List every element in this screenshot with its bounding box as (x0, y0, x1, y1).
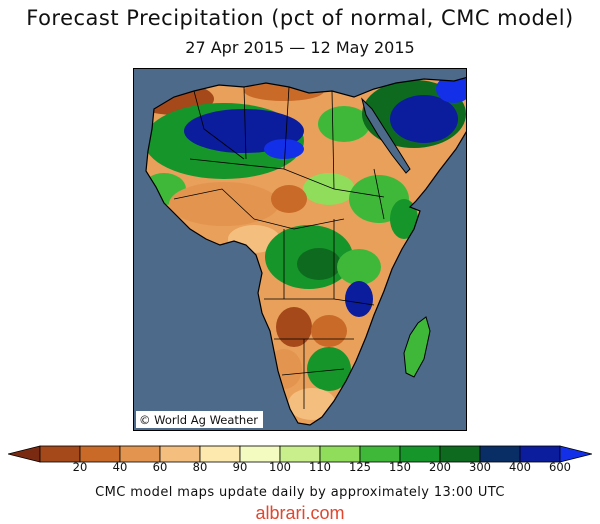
legend-arrow-high (559, 445, 592, 463)
legend-colorbar (8, 445, 592, 463)
legend-tick-label: 100 (269, 460, 291, 474)
legend-tick-label: 90 (232, 460, 248, 474)
legend-tick-label: 80 (192, 460, 208, 474)
legend-tick-label: 60 (152, 460, 168, 474)
africa-precipitation-map: © World Ag Weather (133, 68, 467, 431)
legend-tick-label: 200 (429, 460, 451, 474)
legend-tick-label: 400 (509, 460, 531, 474)
map-credit: © World Ag Weather (136, 411, 264, 428)
legend-tick-label: 40 (112, 460, 128, 474)
site-watermark: albrari.com (255, 503, 345, 523)
legend-tick-label: 125 (349, 460, 371, 474)
legend-tick-label: 110 (309, 460, 331, 474)
coastline (145, 76, 466, 426)
legend-tick-label: 300 (469, 460, 491, 474)
country-borders (173, 86, 385, 409)
legend-tick-label: 150 (389, 460, 411, 474)
map-subtitle: 27 Apr 2015 — 12 May 2015 (185, 38, 415, 57)
madagascar (403, 316, 431, 378)
red-sea (361, 97, 411, 174)
update-note: CMC model maps update daily by approxima… (95, 485, 505, 500)
legend-tick-label: 600 (549, 460, 571, 474)
legend-labels: 20 40 60 80 90 100 110 125 150 200 300 400 600 (0, 460, 600, 476)
map-title: Forecast Precipitation (pct of normal, C… (26, 6, 574, 30)
map-canvas (134, 69, 466, 430)
legend-tick-label: 20 (72, 460, 88, 474)
